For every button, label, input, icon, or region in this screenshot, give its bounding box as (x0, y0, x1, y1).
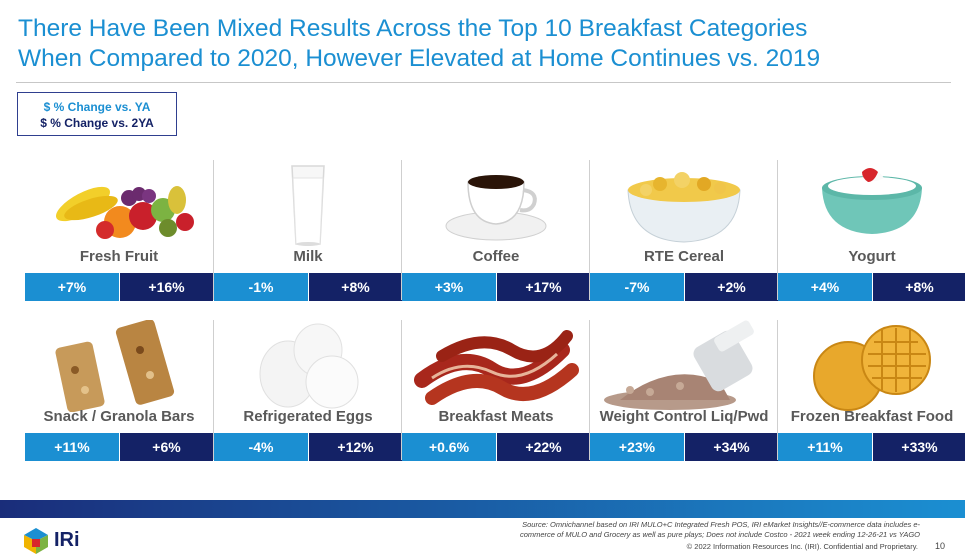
value-vs-ya: +3% (402, 273, 496, 301)
value-vs-2ya: +12% (308, 433, 402, 461)
category-label: Snack / Granola Bars (43, 408, 195, 425)
logo-text: IRi (54, 529, 80, 551)
category-values: +4% +8% (778, 273, 965, 301)
category-label: Fresh Fruit (79, 248, 159, 265)
category-values: +11% +33% (778, 433, 965, 461)
category-refrigerated-eggs: Refrigerated Eggs -4% +12% (213, 320, 402, 461)
category-label: Yogurt (848, 248, 896, 265)
iri-logo: IRi (22, 527, 86, 555)
value-vs-2ya: +17% (496, 273, 590, 301)
fruit-basket-icon (56, 186, 194, 239)
value-vs-ya: +0.6% (402, 433, 496, 461)
category-snack-granola-bars: Snack / Granola Bars +11% +6% (25, 320, 213, 461)
category-values: -1% +8% (214, 273, 402, 301)
category-label: Coffee (472, 248, 520, 265)
footer-band (0, 500, 965, 518)
value-vs-2ya: +2% (684, 273, 778, 301)
page-number: 10 (935, 541, 946, 551)
granola-bar-icon (55, 320, 175, 412)
value-vs-2ya: +33% (872, 433, 965, 461)
bacon-icon (414, 330, 579, 405)
category-label: Weight Control Liq/Pwd (599, 408, 769, 425)
waffle-icon (813, 325, 931, 411)
value-vs-ya: -7% (590, 273, 684, 301)
value-vs-2ya: +16% (119, 273, 213, 301)
category-label: Frozen Breakfast Food (790, 408, 954, 425)
value-vs-ya: +4% (778, 273, 872, 301)
category-label: Breakfast Meats (438, 408, 554, 425)
category-milk: Milk -1% +8% (213, 160, 402, 301)
source-line-1: Source: Omnichannel based on IRI MULO+C … (522, 520, 920, 529)
category-breakfast-meats: Breakfast Meats +0.6% +22% (401, 320, 590, 461)
category-values: -7% +2% (590, 273, 778, 301)
value-vs-ya: +7% (25, 273, 119, 301)
copyright: © 2022 Information Resources Inc. (IRI).… (686, 542, 918, 551)
value-vs-ya: +23% (590, 433, 684, 461)
source-line-2: commerce of MULO and Grocery as well as … (519, 530, 920, 539)
page-title: There Have Been Mixed Results Across the… (18, 14, 948, 74)
category-values: +3% +17% (402, 273, 590, 301)
category-grid: Fresh Fruit +7% +16% Milk -1% +8% Coffee… (25, 160, 965, 465)
value-vs-ya: -4% (214, 433, 308, 461)
title-divider (16, 82, 951, 83)
category-values: +23% +34% (590, 433, 778, 461)
category-label: RTE Cereal (643, 248, 725, 265)
title-line-2: When Compared to 2020, However Elevated … (18, 45, 821, 72)
category-label: Refrigerated Eggs (243, 408, 373, 425)
eggs-icon (259, 323, 359, 409)
protein-powder-icon (604, 320, 754, 410)
coffee-cup-icon (445, 175, 547, 241)
value-vs-2ya: +8% (872, 273, 965, 301)
value-vs-ya: +11% (778, 433, 872, 461)
category-frozen-breakfast-food: Frozen Breakfast Food +11% +33% (777, 320, 965, 461)
legend-2ya: $ % Change vs. 2YA (40, 116, 154, 130)
cereal-bowl-icon (627, 172, 741, 243)
category-values: +7% +16% (25, 273, 213, 301)
value-vs-2ya: +34% (684, 433, 778, 461)
value-vs-2ya: +6% (119, 433, 213, 461)
value-vs-ya: -1% (214, 273, 308, 301)
category-values: +0.6% +22% (402, 433, 590, 461)
category-coffee: Coffee +3% +17% (401, 160, 590, 301)
legend-ya: $ % Change vs. YA (43, 100, 151, 114)
category-yogurt: Yogurt +4% +8% (777, 160, 965, 301)
yogurt-bowl-icon (822, 168, 922, 234)
value-vs-ya: +11% (25, 433, 119, 461)
category-weight-control: Weight Control Liq/Pwd +23% +34% (589, 320, 778, 461)
title-line-1: There Have Been Mixed Results Across the… (18, 15, 808, 42)
legend-box: $ % Change vs. YA $ % Change vs. 2YA (17, 92, 177, 136)
category-label: Milk (293, 248, 323, 265)
category-rte-cereal: RTE Cereal -7% +2% (589, 160, 778, 301)
value-vs-2ya: +8% (308, 273, 402, 301)
category-values: +11% +6% (25, 433, 213, 461)
category-values: -4% +12% (214, 433, 402, 461)
category-fresh-fruit: Fresh Fruit +7% +16% (25, 160, 213, 301)
value-vs-2ya: +22% (496, 433, 590, 461)
source-note: Source: Omnichannel based on IRI MULO+C … (420, 520, 920, 540)
iri-cube-icon (24, 528, 48, 554)
milk-glass-icon (291, 165, 325, 246)
